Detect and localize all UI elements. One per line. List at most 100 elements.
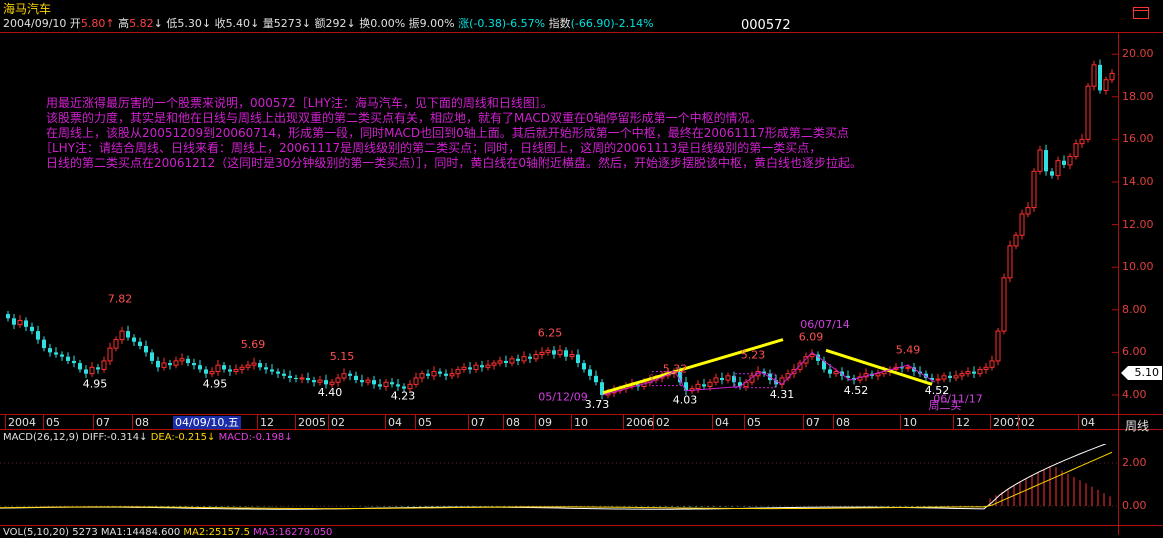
down-arrow-icon: ↓ — [153, 17, 163, 30]
candle — [569, 350, 575, 360]
trend-line — [602, 338, 784, 395]
price-annotation: 6.25 — [538, 326, 563, 339]
price-annotation: 6.09 — [799, 331, 824, 344]
candle — [702, 379, 706, 390]
candle — [473, 361, 479, 373]
candle — [360, 374, 364, 387]
price-tick-label: 8.00 — [1122, 302, 1147, 316]
candle — [431, 366, 437, 381]
down-arrow-icon: ↓ — [284, 432, 293, 443]
time-tick-label: 2004 — [8, 416, 36, 429]
candle — [209, 367, 215, 377]
candle — [276, 368, 280, 378]
time-tick-label: 08 — [506, 416, 520, 429]
candle — [1098, 59, 1102, 94]
candle — [30, 322, 34, 335]
candle — [1007, 240, 1013, 283]
trend-line — [825, 348, 933, 386]
time-tick-mark — [257, 415, 258, 429]
selected-date: 04/09/10,五 — [173, 416, 241, 429]
candle — [828, 364, 832, 378]
stroke-path — [602, 351, 936, 396]
time-tick-mark — [295, 415, 296, 429]
macd-axis: 2.00 0.00 — [1118, 444, 1163, 525]
time-tick-mark — [1018, 415, 1019, 429]
vol-value: 5273 — [72, 527, 98, 538]
candle — [306, 372, 310, 384]
candle — [126, 325, 130, 341]
note-line-4: ［LHY注：请结合周线、日线来看：周线上，20061117是周线级别的第二类买点… — [40, 141, 822, 155]
turnover-value: 0.00% — [370, 17, 406, 30]
price-annotation: 周二买 — [929, 399, 962, 412]
down-arrow-icon: ↓ — [201, 17, 212, 30]
time-axis-bottom-divider — [0, 429, 1163, 430]
candle — [1013, 232, 1019, 250]
candle — [504, 355, 508, 368]
candle — [491, 359, 497, 370]
ma3-label: MA3: — [253, 527, 279, 538]
change-value: (-0.38)-6.57% — [469, 17, 546, 30]
candle — [485, 359, 491, 371]
candle — [930, 373, 934, 384]
time-tick-label: 05 — [418, 416, 432, 429]
candle — [953, 370, 959, 382]
price-tick-label: 16.00 — [1122, 132, 1154, 146]
time-tick-label: 12 — [260, 416, 274, 429]
candle — [89, 361, 95, 377]
time-tick-label: 2007 — [993, 416, 1021, 429]
analysis-notes: 用最近涨得最厉害的一个股票来说明，000572［LHY注：海马汽车，见下面的周线… — [40, 96, 862, 171]
macd-tick-label: 2.00 — [1122, 456, 1147, 469]
time-tick-mark — [93, 415, 94, 429]
candle — [989, 355, 995, 371]
time-tick-mark — [571, 415, 572, 429]
candle — [1025, 202, 1031, 218]
candle — [335, 373, 341, 387]
time-tick-label: 07 — [96, 416, 110, 429]
time-tick-mark — [415, 415, 416, 429]
candle — [12, 314, 16, 329]
candle — [354, 371, 358, 384]
candle — [1103, 76, 1109, 95]
candle — [96, 364, 100, 374]
price-annotation: 4.23 — [391, 390, 416, 403]
candle — [107, 342, 113, 366]
price-chart: 7.82 4.95 4.95 5.69 5.15 4.40 4.23 6.25 3.7305/1… — [6, 53, 1118, 412]
time-axis-top-divider — [0, 414, 1163, 415]
note-line-2: 该股票的力度，其实是和他在日线与周线上出现双重的第二类买点有关，相应地，就有了M… — [46, 111, 762, 125]
price-annotation: 5.15 — [330, 350, 355, 363]
stock-name: 海马汽车 — [3, 2, 52, 16]
candle — [144, 340, 148, 357]
candle — [239, 364, 245, 374]
vol-name: VOL(5,10,20) — [3, 527, 70, 538]
candle — [156, 356, 160, 372]
ma3-value: 16279.050 — [278, 527, 333, 538]
candle — [192, 358, 196, 370]
candle — [539, 347, 545, 359]
candle — [809, 349, 815, 360]
index-value: (-66.90)-2.14% — [570, 17, 654, 30]
candle — [264, 363, 268, 374]
time-tick-mark — [535, 415, 536, 429]
candle — [1019, 209, 1025, 240]
time-tick-mark — [328, 415, 329, 429]
candle — [797, 359, 803, 373]
time-tick-mark — [503, 415, 504, 429]
volume-divider — [0, 525, 1163, 526]
diff-label: DIFF: — [82, 432, 107, 443]
candle — [725, 372, 731, 384]
time-tick-mark — [5, 415, 6, 429]
candle — [779, 374, 785, 389]
ma1-value: 14484.600 — [126, 527, 181, 538]
tab-weekly[interactable]: 周线 — [1125, 419, 1150, 433]
time-tick-mark — [1078, 415, 1079, 429]
candle — [1079, 134, 1085, 148]
candle — [455, 366, 461, 378]
candle — [1001, 273, 1007, 335]
candle — [684, 376, 688, 395]
window-toggle-icon[interactable] — [1133, 4, 1149, 19]
candle — [965, 367, 971, 377]
candle — [732, 371, 736, 387]
candle — [150, 349, 154, 365]
candle — [419, 370, 425, 383]
volume-legend: VOL(5,10,20) 5273 MA1:14484.600 MA2:2515… — [3, 527, 332, 538]
